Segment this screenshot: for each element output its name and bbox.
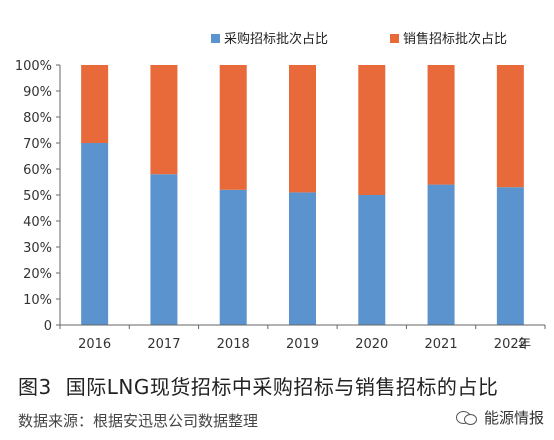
y-tick-label: 0 bbox=[44, 319, 52, 334]
bar-segment bbox=[81, 65, 109, 143]
x-tick-label: 2016 bbox=[78, 337, 111, 352]
bar-segment bbox=[496, 65, 524, 188]
bar-segment bbox=[427, 184, 455, 325]
x-tick-label: 2018 bbox=[217, 337, 250, 352]
x-tick-label: 2017 bbox=[147, 337, 180, 352]
brand-name: 能源情报 bbox=[483, 409, 544, 427]
y-tick-label: 70% bbox=[23, 137, 52, 152]
y-tick-label: 90% bbox=[23, 85, 52, 100]
figure-label: 图3 bbox=[18, 375, 52, 399]
x-tick-label: 2022 bbox=[494, 337, 527, 352]
bar-segment bbox=[81, 143, 109, 325]
x-tick-label: 2019 bbox=[286, 337, 319, 352]
bar-segment bbox=[358, 195, 386, 325]
y-tick-label: 20% bbox=[23, 267, 52, 282]
chart-legend: 采购招标批次占比 销售招标批次占比 bbox=[211, 31, 507, 47]
bar-segment bbox=[496, 187, 524, 325]
data-source-note: 数据来源：根据安迅思公司数据整理 bbox=[18, 412, 259, 430]
bar-area bbox=[81, 65, 524, 325]
y-tick-label: 100% bbox=[15, 59, 52, 74]
legend-label: 销售招标批次占比 bbox=[403, 31, 507, 47]
bar-segment bbox=[289, 192, 316, 325]
bar-segment bbox=[219, 65, 247, 190]
legend-label: 采购招标批次占比 bbox=[224, 31, 328, 47]
bar-segment bbox=[150, 174, 178, 325]
bar-segment bbox=[289, 65, 316, 193]
x-tick-label: 2020 bbox=[355, 337, 388, 352]
legend-swatch bbox=[390, 34, 399, 43]
y-tick-label: 10% bbox=[23, 293, 52, 308]
legend-swatch bbox=[211, 34, 220, 43]
y-tick-label: 80% bbox=[23, 111, 52, 126]
y-tick-label: 50% bbox=[23, 189, 52, 204]
bar-segment bbox=[358, 65, 386, 195]
y-tick-label: 30% bbox=[23, 241, 52, 256]
brand-watermark: 能源情报 bbox=[455, 407, 544, 428]
bar-segment bbox=[150, 65, 178, 175]
y-axis: 0 10% 20% 30% 40% 50% 60% 70% 80% 90% 100% bbox=[15, 59, 61, 334]
y-tick-label: 40% bbox=[23, 215, 52, 230]
figure-title: 国际LNG现货招标中采购招标与销售招标的占比 bbox=[65, 375, 499, 399]
bar-segment bbox=[427, 65, 455, 185]
stacked-bar-chart: 采购招标批次占比 销售招标批次占比 0 10% 20% 30% 40% 50% 60% 70% 8… bbox=[15, 31, 546, 352]
figure-caption: 图3 国际LNG现货招标中采购招标与销售招标的占比 bbox=[18, 371, 498, 400]
x-axis-label: 年 bbox=[518, 337, 531, 352]
x-tick-label: 2021 bbox=[425, 337, 458, 352]
y-tick-label: 60% bbox=[23, 163, 52, 178]
bar-segment bbox=[219, 189, 247, 325]
wechat-icon bbox=[455, 409, 478, 427]
